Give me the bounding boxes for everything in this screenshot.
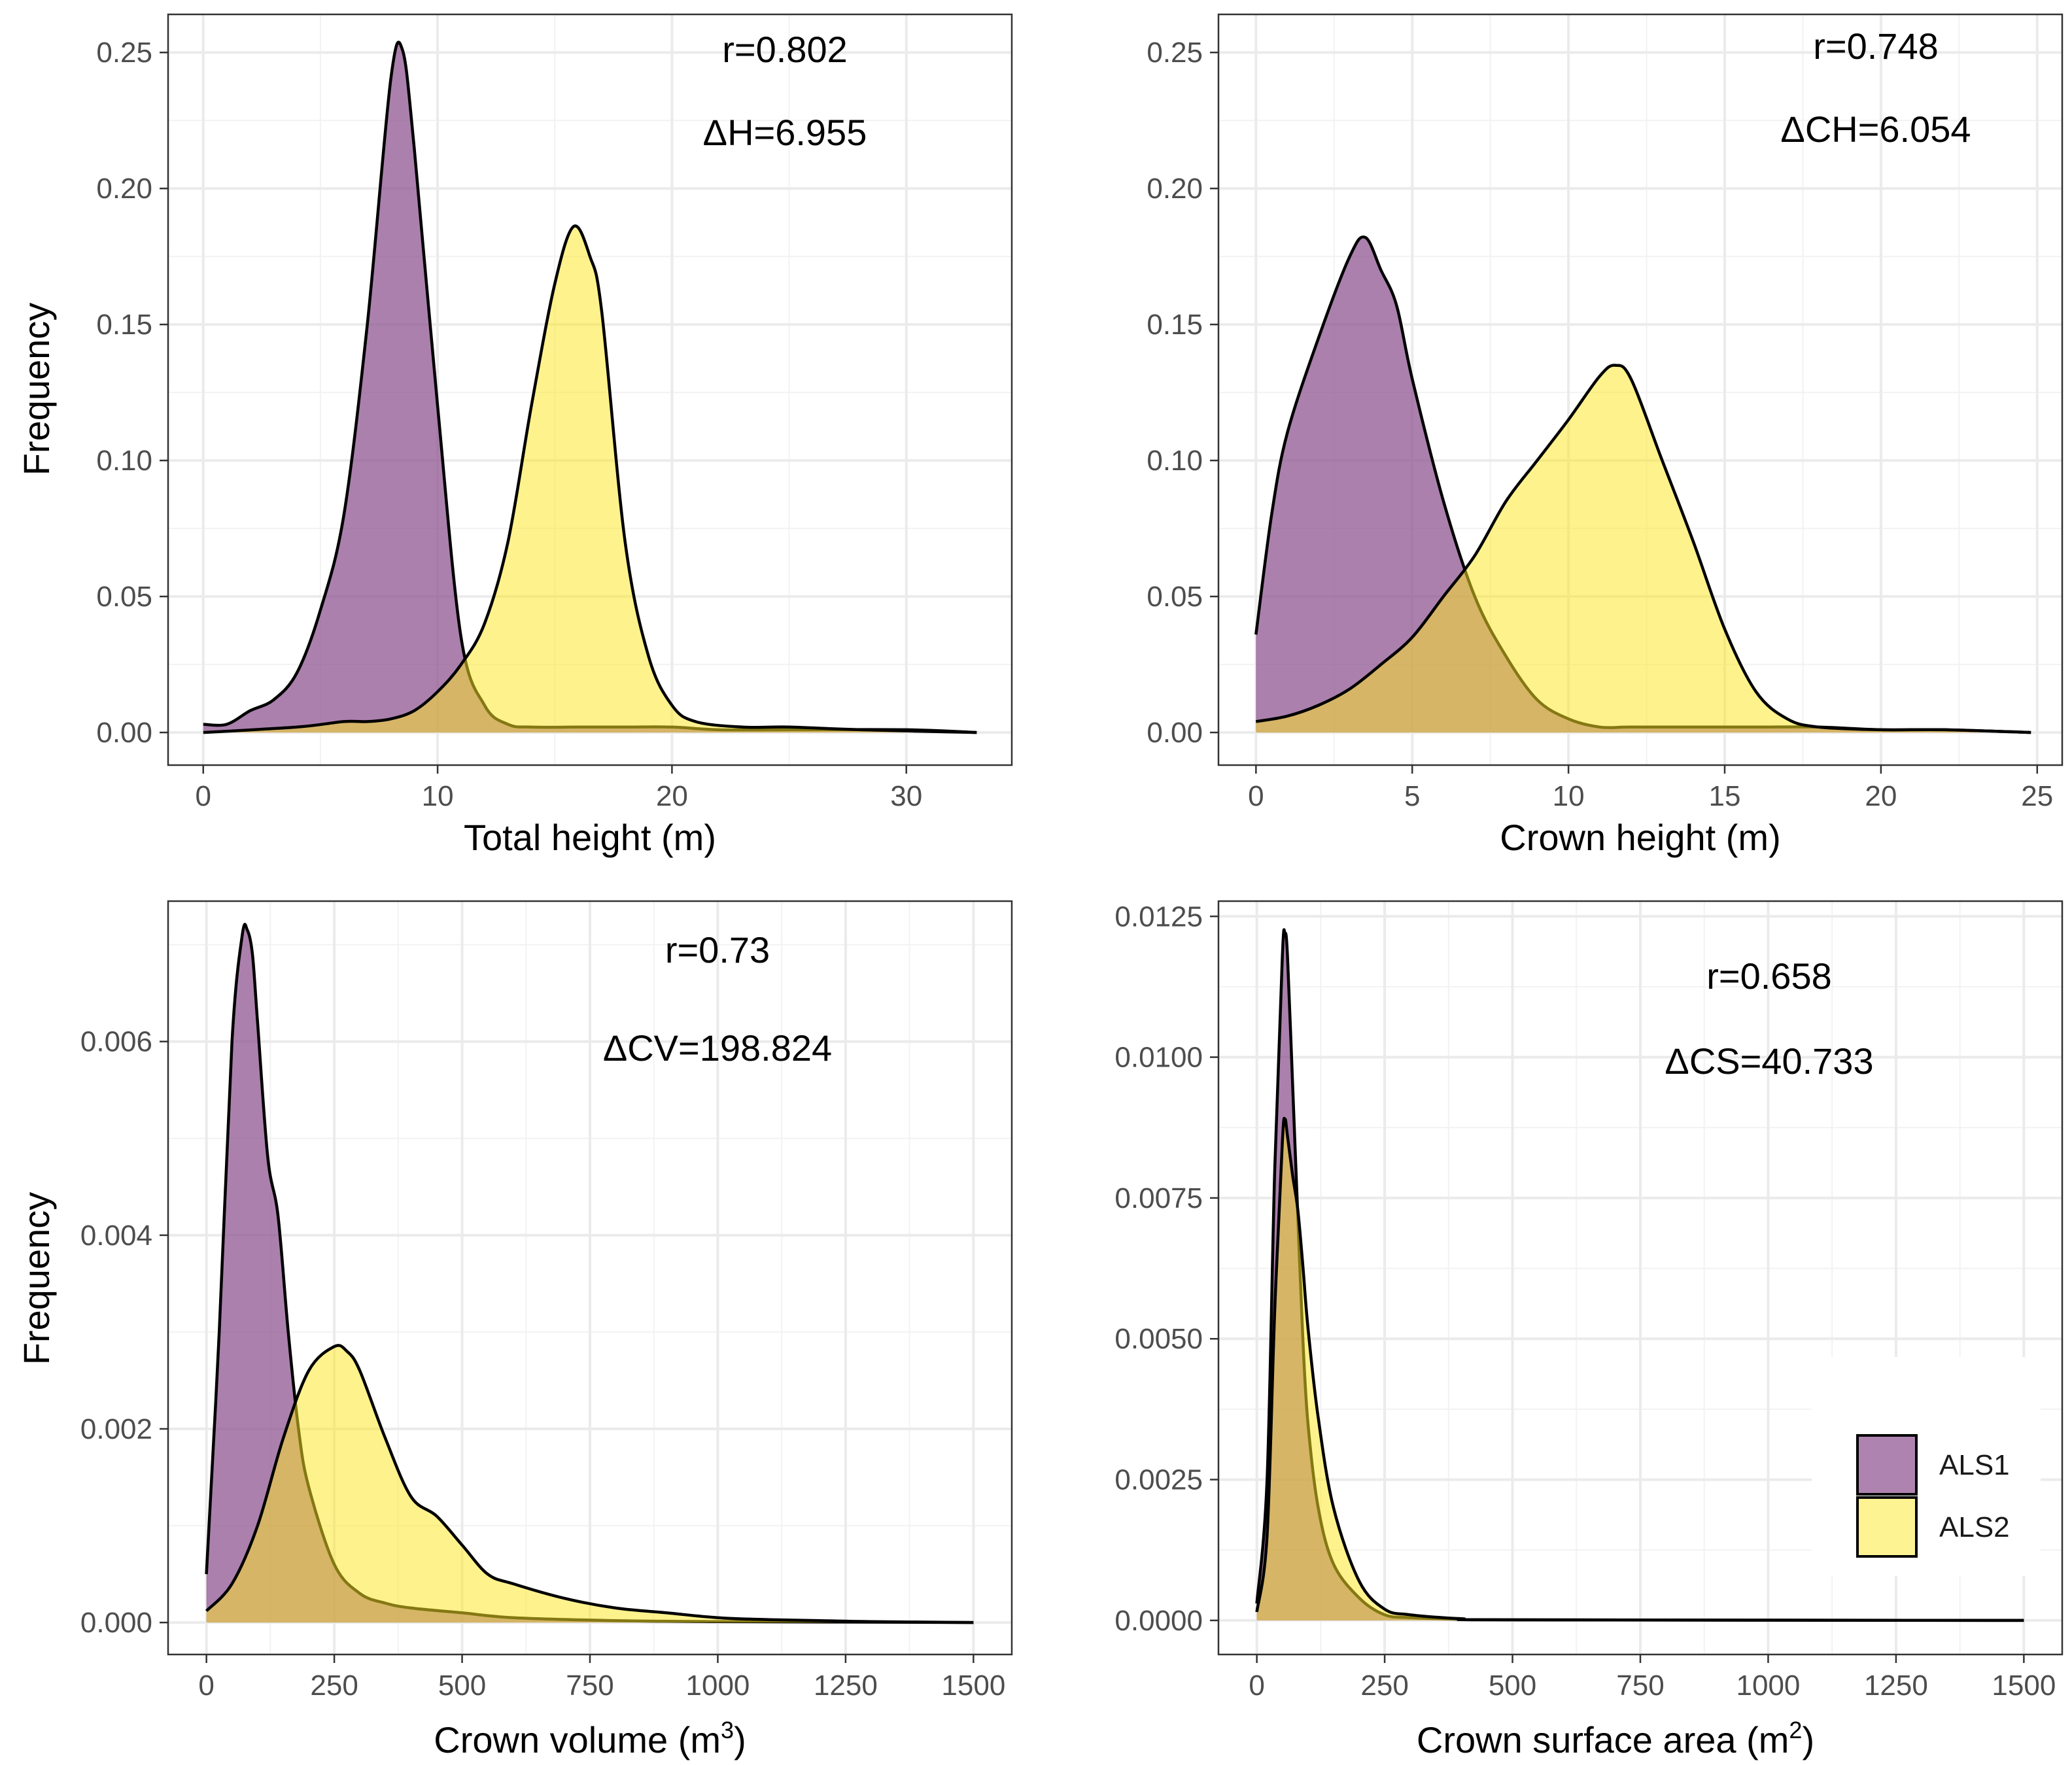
x-axis-title-text: Crown surface area (m [1417, 1719, 1789, 1760]
x-tick-label: 0 [1248, 780, 1264, 812]
y-tick-label: 0.000 [80, 1607, 152, 1639]
legend-background [1812, 1357, 2041, 1576]
density-area-als2 [1256, 1118, 2024, 1620]
x-tick-label: 750 [1616, 1670, 1664, 1702]
y-tick-label: 0.10 [96, 445, 152, 477]
x-tick-label: 500 [1489, 1670, 1536, 1702]
y-tick-label: 0.25 [96, 37, 152, 69]
x-tick-label: 1500 [941, 1670, 1005, 1702]
density-area-als1 [203, 42, 977, 733]
x-tick-label: 20 [656, 780, 688, 812]
x-tick-label: 0 [1249, 1670, 1264, 1702]
difference-annotation: ΔCS=40.733 [1665, 1040, 1873, 1082]
density-line-als2 [1255, 364, 2031, 734]
panel-crown-volume: 0 250 500 750 1000 1250 1500 0.000 0.002 0.004 0.0… [16, 900, 1013, 1760]
correlation-annotation: r=0.748 [1813, 26, 1939, 67]
density-line-als2 [205, 1344, 974, 1624]
y-tick-label: 0.15 [1147, 309, 1203, 341]
y-tick-label: 0.006 [80, 1026, 152, 1058]
panel-border [1217, 13, 2063, 766]
y-axis-title: Frequency [16, 303, 57, 476]
legend-label-als1: ALS1 [1939, 1449, 2010, 1481]
x-axis-title: Crown volume (m3) [434, 1717, 746, 1760]
x-tick-label: 250 [1360, 1670, 1408, 1702]
x-tick-label: 30 [890, 780, 922, 812]
x-tick-label: 1500 [1992, 1670, 2056, 1702]
y-tick-label: 0.10 [1147, 445, 1203, 477]
x-axis-title-text: Crown volume (m [434, 1719, 721, 1760]
y-tick-label: 0.004 [80, 1220, 152, 1252]
difference-annotation: ΔCH=6.054 [1780, 109, 1971, 150]
y-tick-label: 0.20 [96, 173, 152, 205]
x-tick-label: 1250 [1864, 1670, 1928, 1702]
x-axis-title: Crown height (m) [1500, 817, 1780, 858]
x-tick-label: 5 [1404, 780, 1420, 812]
y-tick-label: 0.002 [80, 1413, 152, 1445]
y-tick-label: 0.05 [96, 581, 152, 613]
x-tick-label: 1000 [1736, 1670, 1801, 1702]
x-tick-label: 25 [2021, 780, 2053, 812]
correlation-annotation: r=0.802 [722, 29, 848, 70]
legend-key-als1 [1856, 1434, 1918, 1496]
y-tick-label: 0.00 [96, 717, 152, 749]
y-tick-label: 0.15 [96, 309, 152, 341]
y-tick-label: 0.20 [1147, 173, 1203, 205]
density-area-als2 [1256, 365, 2031, 733]
x-tick-label: 1000 [686, 1670, 750, 1702]
x-tick-label: 15 [1709, 780, 1741, 812]
panel-crown-surface-area: 0 250 500 750 1000 1250 1500 0.0000 0.0025 0.0050… [1114, 900, 2063, 1760]
y-tick-label: 0.25 [1147, 37, 1203, 69]
panel-total-height: 0 10 20 300.000.050.100.150.200.25 r=0.802 … [16, 13, 1013, 858]
x-tick-label: 500 [438, 1670, 486, 1702]
y-tick-label: 0.0125 [1114, 900, 1203, 933]
x-axis-title: Crown surface area (m2) [1417, 1717, 1814, 1760]
x-axis-title-superscript: 2 [1789, 1717, 1802, 1743]
x-axis-title-superscript: 3 [721, 1717, 734, 1743]
y-tick-label: 0.0000 [1114, 1605, 1203, 1637]
legend-label-als2: ALS2 [1939, 1511, 2010, 1543]
x-tick-label: 0 [196, 780, 211, 812]
y-axis-title: Frequency [16, 1192, 57, 1365]
legend-key-als2 [1856, 1496, 1918, 1558]
x-axis-title: Total height (m) [464, 817, 716, 858]
density-area-als2 [203, 226, 977, 733]
difference-annotation: ΔH=6.955 [703, 112, 867, 153]
y-tick-label: 0.0050 [1114, 1323, 1203, 1355]
x-axis-title-end: ) [1802, 1719, 1814, 1760]
panel-crown-height: 0 5 10 15 20 25 0.00 0.05 0.10 0.15 0.20 0.25 r=0.7… [1147, 13, 2063, 858]
y-tick-label: 0.0075 [1114, 1182, 1203, 1214]
correlation-annotation: r=0.658 [1706, 955, 1832, 997]
panel-border [167, 13, 1013, 766]
x-tick-label: 1250 [814, 1670, 878, 1702]
density-area-als2 [206, 1345, 974, 1623]
legend-entry-als1: ALS1 [1856, 1434, 2010, 1496]
x-tick-label: 250 [310, 1670, 358, 1702]
correlation-annotation: r=0.73 [665, 929, 770, 970]
x-axis-title-end: ) [734, 1719, 746, 1760]
legend: ALS1 ALS2 [1812, 1357, 2041, 1576]
x-tick-label: 10 [1553, 780, 1585, 812]
x-tick-label: 10 [422, 780, 454, 812]
difference-annotation: ΔCV=198.824 [603, 1027, 832, 1069]
y-tick-label: 0.05 [1147, 581, 1203, 613]
x-tick-label: 0 [198, 1670, 214, 1702]
y-tick-label: 0.0025 [1114, 1464, 1203, 1496]
density-line-als2 [203, 224, 977, 734]
legend-entry-als2: ALS2 [1856, 1496, 2010, 1558]
density-line-als2 [1255, 1116, 2024, 1622]
y-tick-label: 0.00 [1147, 717, 1203, 749]
x-tick-label: 750 [566, 1670, 613, 1702]
y-tick-label: 0.0100 [1114, 1042, 1203, 1074]
x-tick-label: 20 [1865, 780, 1897, 812]
